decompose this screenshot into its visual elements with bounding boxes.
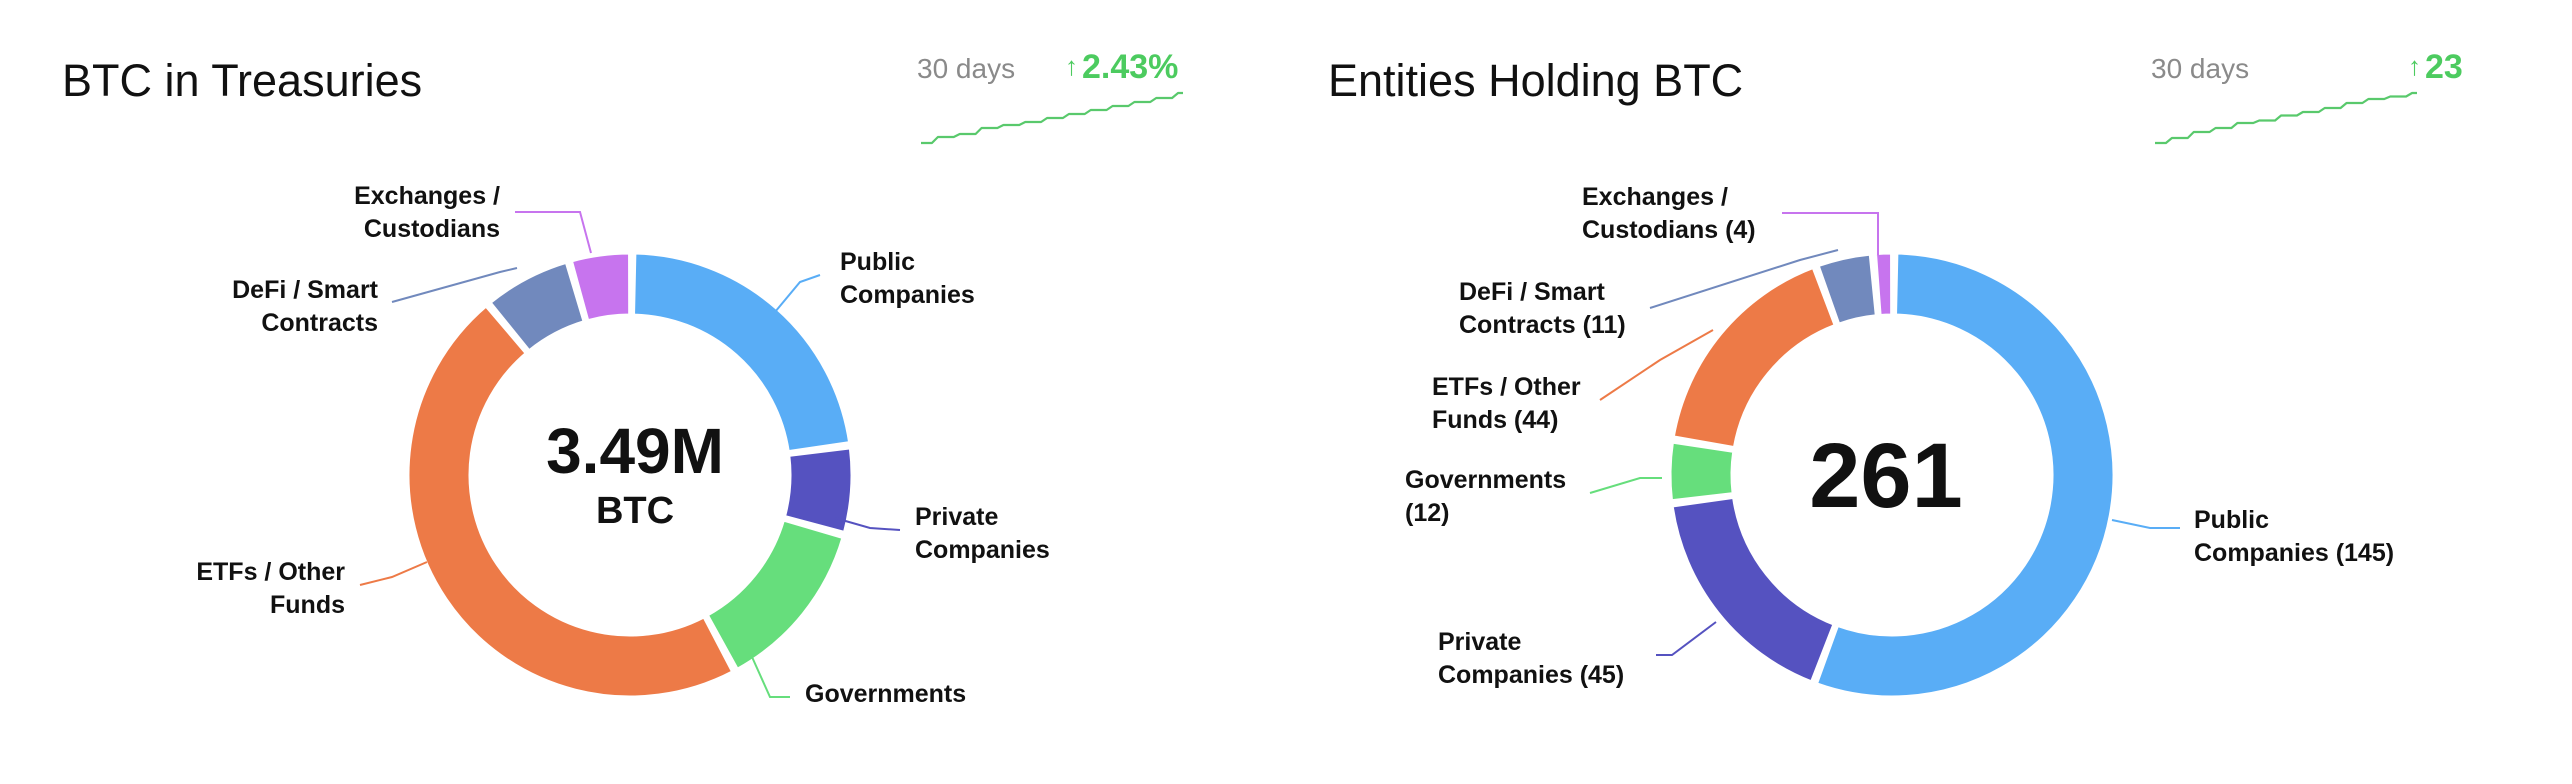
donut-chart: Public Companies Private Companies Governmen…	[196, 182, 1050, 708]
up-arrow-icon: ↑	[2408, 51, 2421, 81]
slice-label-defi-smart-contracts: DeFi / Smart Contracts	[232, 276, 379, 337]
leader-line-public-companies	[774, 274, 821, 313]
slice-label-private-companies: Private Companies	[915, 503, 1050, 564]
leader-line-defi-smart-contracts	[391, 267, 518, 303]
leader-line-public-companies	[2111, 519, 2180, 529]
center-value: 3.49M	[546, 415, 724, 487]
slice-label-public-companies: Public Companies (145)	[2194, 506, 2394, 567]
leader-line-exchanges-custodians	[515, 211, 592, 254]
leader-line-private-companies	[1656, 621, 1717, 656]
leader-line-etfs-other-funds	[359, 561, 428, 586]
trend-change-value: 2.43%	[1082, 48, 1179, 86]
slice-label-etfs-other-funds: ETFs / Other Funds	[196, 558, 345, 619]
slice-label-governments: Governments (12)	[1405, 466, 1566, 527]
donut-slice-defi-smart-contracts[interactable]	[488, 260, 586, 353]
sparkline-path	[2155, 91, 2417, 145]
trend-period: 30 days	[2151, 53, 2250, 84]
chart-title: Entities Holding BTC	[1328, 55, 1744, 106]
center-unit: BTC	[596, 490, 674, 532]
sparkline	[2155, 91, 2417, 145]
btc-treasuries-panel: BTC in Treasuries 30 days ↑ 2.43% Public C…	[62, 48, 1183, 708]
slice-label-governments: Governments	[805, 680, 966, 708]
trend-period: 30 days	[917, 53, 1016, 84]
donut-slice-exchanges-custodians[interactable]	[1874, 251, 1894, 317]
slice-label-exchanges-custodians: Exchanges / Custodians	[354, 182, 500, 243]
sparkline	[921, 91, 1183, 145]
donut-slice-governments[interactable]	[1668, 440, 1736, 503]
leader-line-governments	[1589, 477, 1662, 494]
donut-slice-etfs-other-funds[interactable]	[406, 304, 735, 699]
slice-label-exchanges-custodians: Exchanges / Custodians (4)	[1582, 183, 1756, 244]
trend-change: ↑ 23	[2408, 48, 2463, 87]
donut-slice-defi-smart-contracts[interactable]	[1816, 252, 1878, 326]
trend-change-value: 23	[2425, 48, 2463, 86]
donut-slice-exchanges-custodians[interactable]	[569, 251, 632, 323]
donut-slice-private-companies[interactable]	[783, 446, 854, 534]
donut-slice-public-companies[interactable]	[632, 251, 852, 454]
donut-slice-public-companies[interactable]	[1814, 251, 2116, 699]
chart-title: BTC in Treasuries	[62, 55, 423, 106]
leader-line-private-companies	[834, 517, 901, 531]
center-value: 261	[1809, 425, 1963, 527]
slice-label-public-companies: Public Companies	[840, 248, 975, 309]
leader-line-governments	[747, 647, 790, 698]
donut-slice-private-companies[interactable]	[1670, 495, 1836, 684]
slice-label-defi-smart-contracts: DeFi / Smart Contracts (11)	[1459, 278, 1626, 339]
donut-chart: Public Companies (145) Private Companies (4…	[1405, 183, 2394, 699]
donut-slice-governments[interactable]	[705, 518, 845, 671]
sparkline-path	[921, 91, 1183, 145]
leader-line-exchanges-custodians	[1782, 212, 1879, 255]
slice-label-private-companies: Private Companies (45)	[1438, 628, 1624, 689]
trend-change: ↑ 2.43%	[1065, 48, 1178, 87]
leader-line-defi-smart-contracts	[1649, 249, 1839, 309]
donut-slice-etfs-other-funds[interactable]	[1671, 265, 1837, 450]
leader-line-etfs-other-funds	[1599, 329, 1714, 401]
entities-holding-panel: Entities Holding BTC 30 days ↑ 23 Public C…	[1286, 0, 2572, 784]
up-arrow-icon: ↑	[1065, 51, 1078, 81]
slice-label-etfs-other-funds: ETFs / Other Funds (44)	[1432, 373, 1581, 434]
